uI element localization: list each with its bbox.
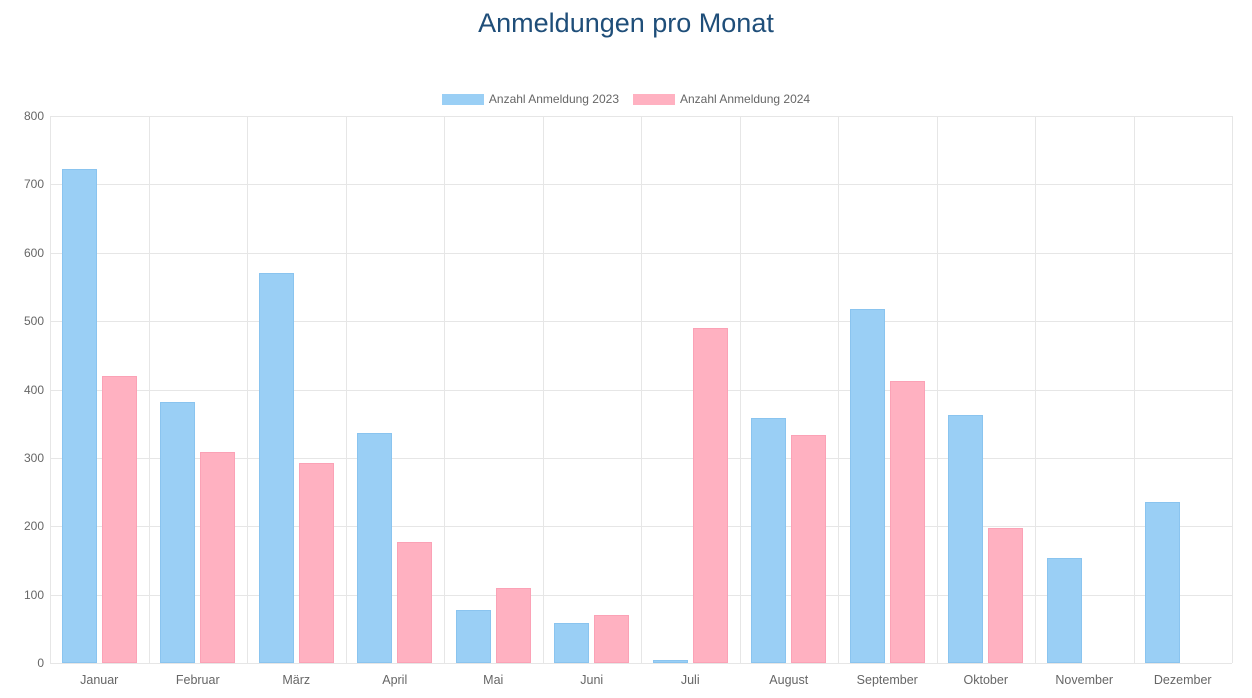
x-axis-tick-label: Oktober xyxy=(963,673,1008,687)
x-axis-tick-label: April xyxy=(382,673,408,687)
legend-label-2023: Anzahl Anmeldung 2023 xyxy=(488,92,619,106)
x-axis-tick-label: August xyxy=(769,673,809,687)
y-axis-tick-label: 600 xyxy=(23,245,44,260)
legend-swatch-2023 xyxy=(441,93,484,105)
gridline-v xyxy=(641,116,642,663)
x-axis-tick-label: Januar xyxy=(80,673,119,687)
legend-swatch-2024 xyxy=(633,93,675,105)
x-axis-tick-label: September xyxy=(856,673,918,687)
bar-2023-märz[interactable] xyxy=(258,272,294,663)
bar-2023-januar[interactable] xyxy=(61,168,97,663)
y-axis-tick-label: 100 xyxy=(23,587,44,602)
gridline-v xyxy=(345,116,347,663)
y-axis-tick-label: 200 xyxy=(23,519,44,534)
bar-2023-juli[interactable] xyxy=(652,659,688,663)
bar-2023-februar[interactable] xyxy=(160,401,196,663)
x-axis-tick-label: Dezember xyxy=(1153,673,1212,687)
y-axis-tick-label: 300 xyxy=(23,450,44,465)
x-axis-tick-label: Juni xyxy=(580,673,604,687)
bar-2023-juni[interactable] xyxy=(554,622,590,663)
bar-2024-juli[interactable] xyxy=(692,327,728,663)
gridline-v xyxy=(444,116,445,663)
gridline-v xyxy=(1035,116,1036,663)
bar-2024-januar[interactable] xyxy=(101,375,137,663)
gridline-v xyxy=(50,116,51,663)
x-axis-tick-label: Februar xyxy=(175,673,220,687)
gridline-v xyxy=(838,116,839,663)
bar-2024-mai[interactable] xyxy=(495,588,531,663)
bar-2023-april[interactable] xyxy=(357,433,393,663)
legend-item-2023[interactable]: Anzahl Anmeldung 2023 xyxy=(441,92,619,106)
gridline-v xyxy=(542,116,544,663)
x-axis-tick-label: Mai xyxy=(483,673,504,687)
gridline-v xyxy=(1133,116,1135,663)
x-axis-tick-label: November xyxy=(1055,673,1114,687)
bar-2024-juni[interactable] xyxy=(594,615,630,663)
y-axis-tick-label: 800 xyxy=(23,109,44,123)
bar-2024-august[interactable] xyxy=(791,435,827,663)
bar-2023-oktober[interactable] xyxy=(948,415,984,663)
legend-item-2024[interactable]: Anzahl Anmeldung 2024 xyxy=(633,92,810,106)
bar-2023-august[interactable] xyxy=(751,417,787,663)
bar-2023-september[interactable] xyxy=(849,308,885,663)
legend: Anzahl Anmeldung 2023 Anzahl Anmeldung 2… xyxy=(0,92,1252,106)
gridline-v xyxy=(247,116,248,663)
legend-label-2024: Anzahl Anmeldung 2024 xyxy=(680,92,811,106)
x-axis-tick-label: März xyxy=(282,673,311,687)
bar-2024-oktober[interactable] xyxy=(988,527,1024,663)
x-axis-tick-label: Juli xyxy=(680,673,700,687)
bar-2024-september[interactable] xyxy=(889,380,925,663)
gridline-v xyxy=(148,116,150,663)
bar-2024-april[interactable] xyxy=(397,541,433,663)
chart-title: Anmeldungen pro Monat xyxy=(478,8,774,38)
gridline-v xyxy=(936,116,938,663)
gridline-h xyxy=(50,663,1232,664)
bar-2023-dezember[interactable] xyxy=(1145,501,1181,663)
gridline-v xyxy=(739,116,741,663)
y-axis-tick-label: 500 xyxy=(23,314,44,329)
bar-2023-mai[interactable] xyxy=(455,609,491,663)
y-axis-tick-label: 400 xyxy=(23,382,44,397)
bar-2024-februar[interactable] xyxy=(200,451,236,663)
y-axis-tick-label: 700 xyxy=(23,177,44,192)
gridline-v xyxy=(1232,116,1233,663)
bar-2023-november[interactable] xyxy=(1046,557,1082,663)
bar-2024-märz[interactable] xyxy=(298,462,334,663)
y-axis-tick-label: 0 xyxy=(37,656,44,670)
